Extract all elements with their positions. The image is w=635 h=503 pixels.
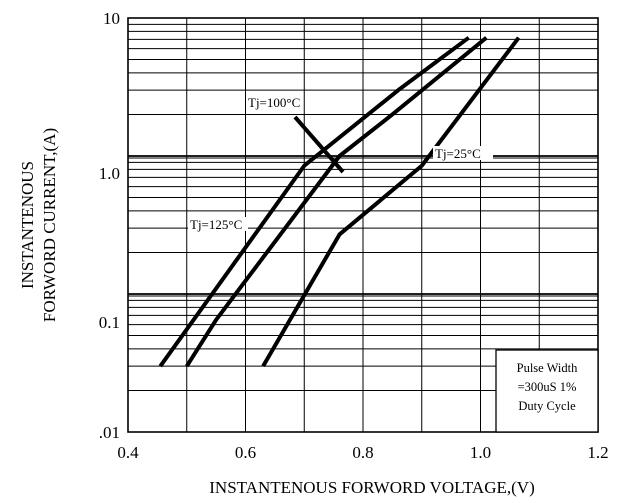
plot-frame [127,17,599,433]
y-axis-title-line2: FORWORD CURRENT,(A) [40,128,59,322]
y-axis-title-line1: INSTANTENOUS [18,161,37,289]
y-tick-label: .01 [99,423,120,442]
x-axis-title: INSTANTENOUS FORWORD VOLTAGE,(V) [209,478,534,497]
series-line [185,36,488,368]
x-tick-label: 1.2 [587,443,608,462]
label-bg [246,95,302,109]
tj100-leader [293,115,345,174]
tj100-label: Tj=100°C [248,95,300,110]
x-tick-label: 0.4 [117,443,139,462]
y-tick-labels: .01 0.1 1.0 10 [99,9,120,442]
tj25-label: Tj=25°C [435,146,481,161]
label-bg [433,146,493,160]
series-line [158,36,470,368]
note-line: Duty Cycle [518,399,576,413]
x-tick-label: 1.0 [470,443,491,462]
note-box [495,349,599,433]
series-layer [158,36,521,368]
label-bg [188,217,248,231]
tj125-label: Tj=125°C [190,217,242,232]
x-tick-label: 0.6 [235,443,256,462]
note-line: =300uS 1% [518,380,577,394]
note-line: Pulse Width [517,361,578,375]
y-tick-label: 10 [103,9,120,28]
series-line [261,36,521,368]
x-tick-label: 0.8 [352,443,373,462]
y-tick-label: 1.0 [99,164,120,183]
y-tick-label: 0.1 [99,313,120,332]
x-tick-labels: 0.4 0.6 0.8 1.0 1.2 [117,443,608,462]
